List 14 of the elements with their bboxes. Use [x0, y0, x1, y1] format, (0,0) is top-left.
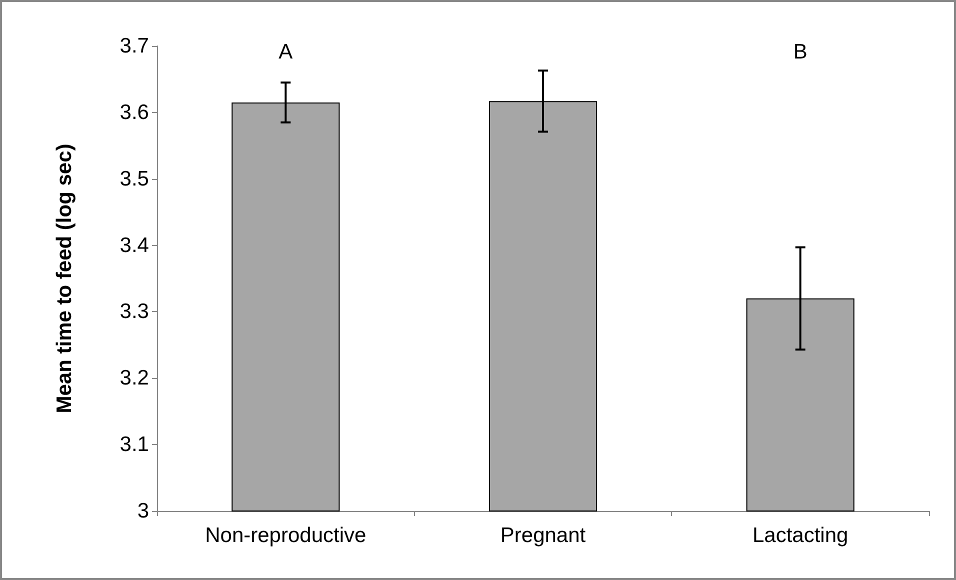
y-tick-label: 3.6 — [120, 100, 149, 124]
annotation: A — [278, 40, 293, 64]
y-tick-label: 3.7 — [120, 34, 149, 58]
annotation: B — [793, 40, 808, 64]
y-tick-label: 3.1 — [120, 433, 149, 456]
x-tick-label: Non-reproductive — [205, 524, 366, 547]
y-tick-label: 3.5 — [120, 167, 149, 190]
y-tick-label: 3.2 — [120, 366, 149, 390]
y-tick-label: 3 — [137, 500, 149, 522]
y-axis-title: Mean time to feed (log sec) — [53, 144, 76, 414]
x-tick-label: Lactacting — [752, 524, 848, 547]
y-tick-label: 3.4 — [120, 234, 150, 257]
x-tick-label: Pregnant — [500, 524, 586, 547]
y-tick-label: 3.3 — [120, 300, 149, 324]
